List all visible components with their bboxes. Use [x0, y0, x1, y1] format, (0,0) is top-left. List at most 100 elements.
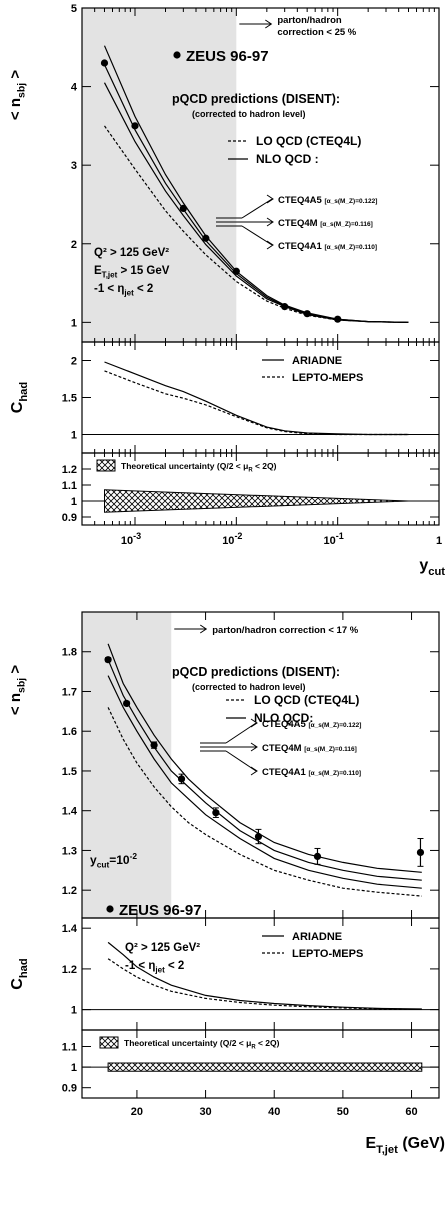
data-point: [100, 59, 109, 67]
x-tick-label: 1: [436, 535, 442, 547]
y-tick-label: 1: [71, 317, 77, 329]
x-tick-label: 60: [405, 1106, 417, 1118]
curve-ariadne: [107, 941, 422, 1010]
y-tick-label: 1.5: [62, 393, 77, 405]
cut-label: ET,jet​ > 15 GeV: [94, 265, 170, 279]
cteq-label: CTEQ4A5 [α_s(M_Z)=0.122]: [262, 719, 361, 730]
main-y-axis-title: < nsbj​ >: [7, 70, 28, 120]
data-point: [313, 852, 322, 861]
data-point: [254, 832, 263, 841]
curve-ariadne: [104, 361, 409, 436]
data-point: [416, 848, 425, 857]
uncertainty-legend-label: Theoretical uncertainty (Q/2 < μR​ < 2Q): [124, 1038, 280, 1051]
top-main-panel: 1 2 3 4 5 < nsbj​ >: [7, 3, 440, 343]
cteq-arrowhead: [250, 766, 258, 776]
nlo-legend-label: NLO QCD :: [256, 152, 319, 166]
cteq-label: CTEQ4A1 [α_s(M_Z)=0.110]: [278, 241, 377, 252]
bottom-unc-frame: [81, 1029, 440, 1099]
cteq-arrow: [241, 225, 273, 246]
correction-label: parton/hadron: [277, 15, 342, 26]
x-axis-title: ET,jet​ (GeV): [365, 1135, 445, 1156]
x-tick-label: 10-3: [121, 531, 141, 547]
lo-legend-label: LO QCD (CTEQ4L): [254, 693, 359, 707]
nlo-legend-label: NLO QCD:: [254, 711, 313, 725]
pqcd-title: pQCD predictions (DISENT):: [172, 665, 340, 679]
data-point: [202, 234, 210, 242]
uncertainty-legend-swatch: [96, 459, 116, 472]
uncertainty-band: [107, 1062, 423, 1072]
y-tick-label: 1.3: [62, 845, 77, 857]
chart-bottom: 1.2 1.3 1.4 1.5 1.6 1.7 1.8 < nsbj​ > 1 1.2 1.4 ARI…: [7, 611, 445, 1156]
cteq-label: CTEQ4A1 [α_s(M_Z)=0.110]: [262, 767, 361, 778]
y-tick-label: 1: [71, 430, 77, 442]
main-y-axis-title: < nsbj​ >: [7, 665, 28, 715]
x-tick-label: 50: [337, 1106, 349, 1118]
curve-cteq4m-nlo: [107, 659, 422, 881]
data-point: [123, 699, 131, 708]
data-point: [179, 204, 187, 212]
data-point: [131, 122, 139, 130]
cut-label: -1 < ηjet​ < 2: [125, 960, 184, 974]
cteq-arrowhead: [266, 217, 274, 227]
x-tick-label: 20: [131, 1106, 143, 1118]
y-tick-label: 5: [71, 3, 77, 15]
cut-label: Q² > 125 GeV²: [94, 247, 169, 259]
x-tick-label: 10-1: [324, 531, 344, 547]
cut-label: Q² > 125 GeV²: [125, 942, 200, 954]
y-tick-label: 1: [71, 1005, 77, 1017]
uncertainty-legend-label: Theoretical uncertainty (Q/2 < μR​ < 2Q): [121, 461, 277, 474]
correction-label: correction < 25 %: [277, 27, 356, 38]
cteq-arrow: [225, 750, 257, 772]
y-tick-label: 1.8: [62, 647, 77, 659]
cteq-label: CTEQ4M [α_s(M_Z)=0.116]: [262, 743, 357, 754]
y-tick-label: 1.2: [62, 885, 77, 897]
correction-arrowhead: [199, 624, 208, 634]
y-tick-label: 1.6: [62, 726, 77, 738]
y-tick-label: 1.1: [62, 480, 77, 492]
correction-arrowhead: [265, 19, 273, 29]
chart-top: 1 2 3 4 5 < nsbj​ > 1 1.5 2 ARIADNE LEPTO-MEPS Chad…: [7, 3, 445, 578]
zeus-legend-label: ZEUS 96-97: [119, 902, 202, 919]
x-axis-title: ycut​: [419, 557, 445, 578]
data-point: [281, 303, 289, 311]
curve-lepto-meps: [107, 958, 422, 1010]
data-point: [104, 656, 112, 664]
curve-lepto-meps: [104, 370, 409, 436]
lo-legend-label: LO QCD (CTEQ4L): [256, 134, 361, 148]
zeus-legend-marker: [106, 905, 114, 913]
data-point: [177, 775, 186, 783]
top-chad-frame: [81, 341, 440, 454]
curve-cteq4a5-nlo: [107, 643, 422, 873]
y-tick-label: 1.2: [62, 964, 77, 976]
uncertainty-legend-swatch: [99, 1036, 119, 1049]
chad-legend-label: LEPTO-MEPS: [292, 948, 363, 960]
y-tick-label: 0.9: [62, 512, 77, 524]
correction-label: parton/hadron correction < 17 %: [212, 625, 359, 636]
y-tick-label: 0.9: [62, 1083, 77, 1095]
cteq-label: CTEQ4A5 [α_s(M_Z)=0.122]: [278, 195, 377, 206]
y-tick-label: 2: [71, 356, 77, 368]
y-tick-label: 1.2: [62, 464, 77, 476]
y-tick-label: 3: [71, 160, 77, 172]
bottom-chad-panel: 1 1.2 1.4 ARIADNE LEPTO-MEPS Chad​: [9, 917, 440, 1031]
bottom-chad-frame: [81, 917, 440, 1031]
top-unc-frame: [81, 452, 440, 526]
chad-legend-label: ARIADNE: [292, 355, 342, 367]
y-tick-label: 2: [71, 239, 77, 251]
x-tick-label: 40: [268, 1106, 280, 1118]
curve-lo-qcd-cteq4l-: [104, 125, 409, 323]
ycut-label: ycut​=10-2​: [90, 851, 137, 869]
chad-legend-label: ARIADNE: [292, 931, 342, 943]
data-point: [232, 267, 240, 275]
y-tick-label: 1.7: [62, 686, 77, 698]
cut-label: -1 < ηjet​ < 2: [94, 283, 153, 297]
curve-cteq4a1-nlo: [107, 675, 422, 889]
data-point: [150, 741, 158, 749]
top-chad-panel: 1 1.5 2 ARIADNE LEPTO-MEPS Chad​: [9, 341, 440, 454]
chad-legend-label: LEPTO-MEPS: [292, 372, 363, 384]
y-tick-label: 4: [71, 82, 78, 94]
chad-y-axis-title: Chad​: [9, 958, 30, 990]
y-tick-label: 1.1: [62, 1041, 77, 1053]
y-tick-label: 1: [71, 496, 77, 508]
